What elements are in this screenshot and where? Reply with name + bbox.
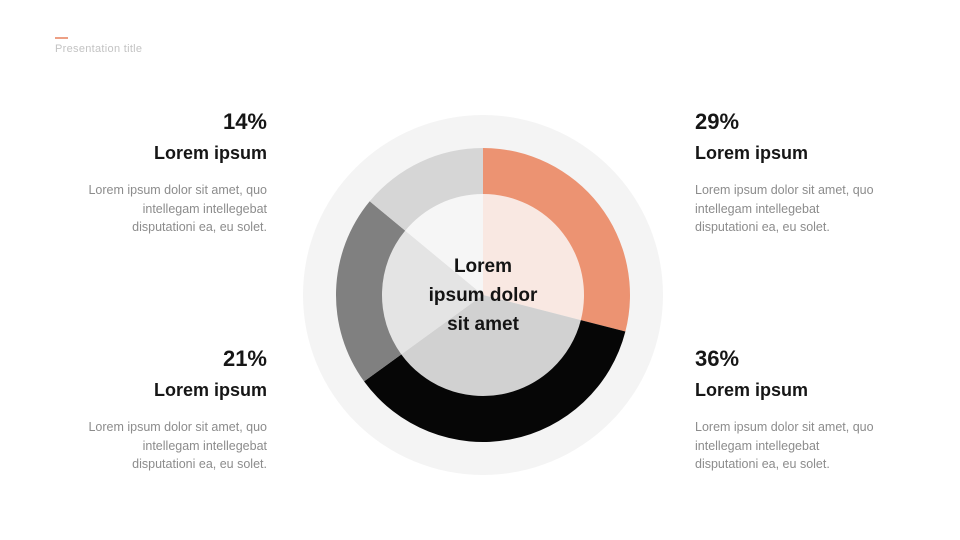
callout-body: Lorem ipsum dolor sit amet, quo intelleg… [88, 420, 267, 471]
callout-title: Lorem ipsum [153, 143, 267, 163]
inner-pie-wedge-1 [401, 295, 581, 397]
callout-bottom-left: 21% Lorem ipsum Lorem ipsum dolor sit am… [52, 348, 267, 474]
ring-segment-1 [364, 320, 626, 443]
callout-title: Lorem ipsum [153, 380, 267, 400]
callout-body: Lorem ipsum dolor sit amet, quo intelleg… [88, 183, 267, 234]
donut-chart-container [303, 115, 663, 475]
callout-bottom-right: 36% Lorem ipsum Lorem ipsum dolor sit am… [695, 348, 910, 474]
ring-segment-2 [335, 201, 406, 382]
chart-center-label: Lorem ipsum dolor sit amet [428, 256, 538, 335]
percent-value: 36% [695, 346, 740, 371]
inner-pie-wedge-0 [483, 194, 585, 321]
callout-top-left: 14% Lorem ipsum Lorem ipsum dolor sit am… [52, 111, 267, 237]
percent-value: 14% [222, 109, 267, 134]
donut-chart [303, 115, 663, 475]
inner-pie-wedge-2 [381, 230, 483, 355]
callout-title: Lorem ipsum [695, 143, 809, 163]
callout-title: Lorem ipsum [695, 380, 809, 400]
callout-top-right: 29% Lorem ipsum Lorem ipsum dolor sit am… [695, 111, 910, 237]
callout-body: Lorem ipsum dolor sit amet, quo intelleg… [695, 420, 874, 471]
percent-value: 29% [695, 109, 740, 134]
ring-segment-0 [483, 148, 630, 332]
accent-dash [55, 37, 68, 39]
percent-value: 21% [222, 346, 267, 371]
callout-body: Lorem ipsum dolor sit amet, quo intelleg… [695, 183, 874, 234]
presentation-title: Presentation title [55, 43, 143, 55]
inner-pie-wedge-3 [405, 194, 483, 295]
ring-segment-3 [369, 148, 483, 231]
